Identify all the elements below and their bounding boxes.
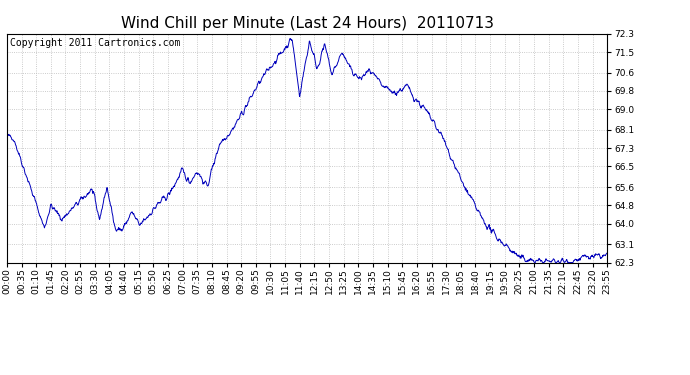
Text: Copyright 2011 Cartronics.com: Copyright 2011 Cartronics.com — [10, 38, 180, 48]
Title: Wind Chill per Minute (Last 24 Hours)  20110713: Wind Chill per Minute (Last 24 Hours) 20… — [121, 16, 493, 31]
